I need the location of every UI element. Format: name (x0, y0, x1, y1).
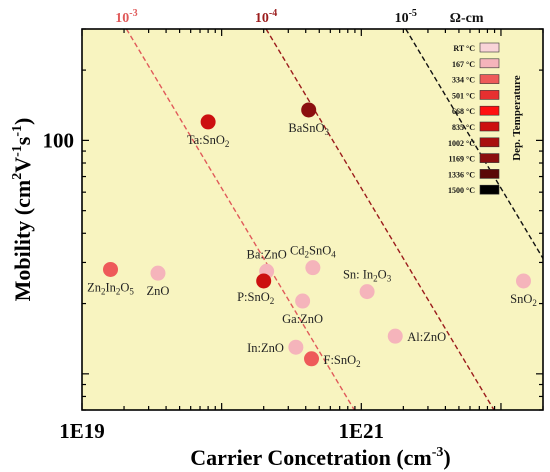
x-tick-label: 1E19 (59, 419, 105, 443)
data-label-4: Ba:ZnO (247, 247, 287, 261)
legend-swatch-3 (479, 90, 500, 100)
legend-label-3: 501 °C (452, 91, 475, 100)
data-label-11: In:ZnO (247, 341, 284, 355)
legend-swatch-5 (479, 121, 500, 132)
data-label-5: Cd2SnO4 (290, 244, 336, 260)
resistivity-label-0: 10-3 (115, 8, 137, 26)
data-label-6: P:SnO2 (237, 290, 274, 306)
legend-swatch-7 (479, 153, 500, 163)
data-points (103, 102, 531, 367)
y-axis-label: Mobility (cm2V-1s-1) (10, 118, 35, 302)
resistivity-line-2 (405, 29, 543, 260)
plot-frame (81, 28, 544, 411)
data-label-9: Ga:ZnO (282, 312, 323, 326)
resistivity-unit-label: Ω-cm (450, 11, 484, 26)
data-point-8 (515, 273, 531, 289)
resistivity-line-1 (265, 29, 495, 410)
data-label-8: SnO2 (510, 292, 537, 308)
legend-label-7: 1169 °C (448, 155, 475, 164)
x-tick-label: 1E21 (339, 419, 385, 443)
data-label-0: Ta:SnO2 (187, 133, 230, 149)
data-label-7: Sn: In2O3 (343, 268, 392, 284)
tick-labels: 1E19 1E21 100 (43, 128, 385, 443)
data-point-1 (301, 102, 317, 118)
legend-swatch-1 (479, 58, 500, 69)
data-point-9 (295, 293, 311, 309)
resistivity-label-1: 10-4 (255, 8, 277, 26)
legend-swatch-4 (479, 105, 500, 116)
data-point-2 (103, 261, 119, 277)
data-label-10: Al:ZnO (407, 330, 446, 344)
legend-swatch-2 (479, 74, 500, 84)
legend-label-6: 1002 °C (448, 139, 475, 148)
resistivity-line-0 (125, 29, 355, 410)
y-tick-label: 100 (43, 128, 75, 152)
resistivity-labels: 10-3 10-4 10-5 Ω-cm (115, 8, 484, 26)
legend-label-2: 334 °C (452, 76, 475, 85)
data-label-2: Zn2In2O5 (87, 280, 134, 296)
data-point-7 (359, 284, 375, 300)
point-labels: Ta:SnO2 BaSnO3 Zn2In2O5 ZnO Ba:ZnO Cd2SnO4 P:S… (87, 121, 537, 369)
data-point-0 (200, 114, 216, 130)
legend-label-5: 835 °C (452, 123, 475, 132)
x-axis-label: Carrier Concetration (cm-3) (190, 445, 451, 470)
legend-swatch-8 (479, 169, 500, 179)
legend-label-4: 668 °C (452, 107, 475, 116)
legend-title: Dep. Temperature (511, 75, 523, 160)
data-label-12: F:SnO2 (324, 353, 361, 369)
data-point-10 (387, 328, 403, 344)
legend-label-0: RT °C (453, 44, 475, 53)
data-point-5 (305, 260, 321, 276)
data-label-1: BaSnO3 (288, 121, 329, 137)
legend-swatch-9 (479, 184, 500, 195)
data-point-6 (256, 273, 272, 289)
legend-swatch-6 (479, 137, 500, 148)
legend-label-9: 1500 °C (448, 186, 475, 195)
data-point-11 (288, 339, 304, 355)
data-label-3: ZnO (147, 284, 170, 298)
legend-swatch-0 (479, 42, 500, 53)
data-point-12 (304, 351, 320, 367)
legend-label-8: 1336 °C (448, 170, 475, 179)
resistivity-label-2: 10-5 (395, 8, 417, 26)
axis-ticks (81, 28, 544, 411)
data-point-3 (150, 265, 166, 281)
legend: RT °C 167 °C 334 °C 501 °C 668 °C 835 °C 1002 … (448, 42, 523, 195)
legend-label-1: 167 °C (452, 60, 475, 69)
resistivity-lines (125, 29, 543, 410)
plot-background (82, 29, 543, 410)
